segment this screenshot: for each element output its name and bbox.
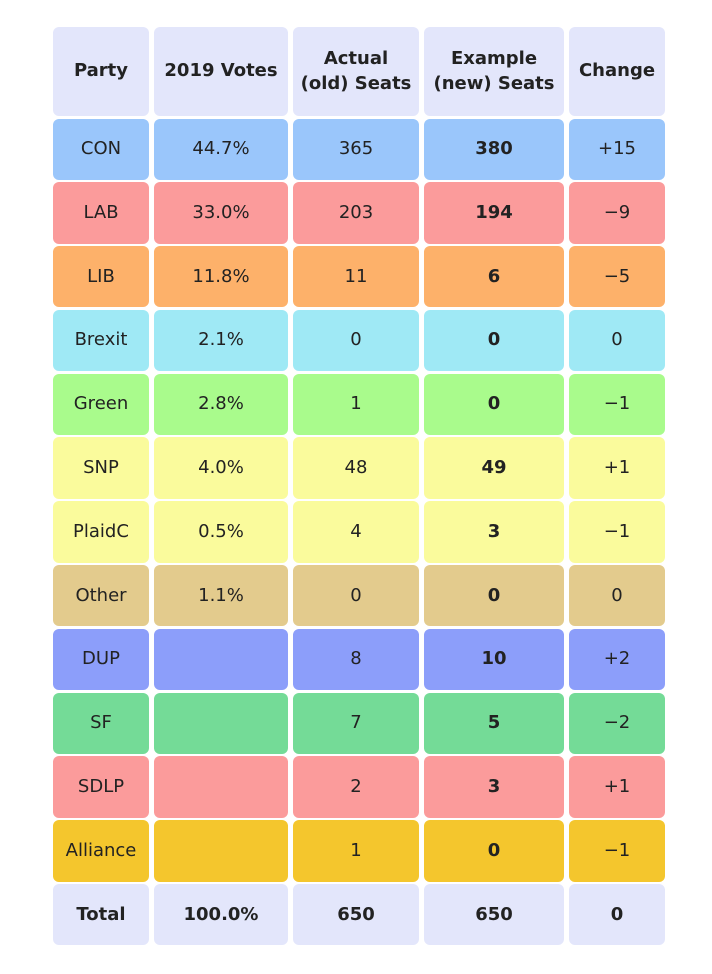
new-seats-cell: 5 xyxy=(424,692,564,754)
header-new-seats: Example (new) Seats xyxy=(424,27,564,116)
total-votes-cell: 100.0% xyxy=(154,884,288,946)
party-cell: SF xyxy=(53,692,149,754)
party-cell: Brexit xyxy=(53,309,149,372)
votes-cell: 11.8% xyxy=(154,246,288,308)
party-cell: CON xyxy=(53,118,149,180)
change-cell: −1 xyxy=(569,820,665,882)
change-cell: 0 xyxy=(569,309,665,372)
new-seats-cell: 0 xyxy=(424,309,564,372)
old-seats-cell: 365 xyxy=(293,118,419,180)
old-seats-cell: 1 xyxy=(293,373,419,435)
new-seats-cell: 194 xyxy=(424,182,564,244)
old-seats-cell: 0 xyxy=(293,309,419,372)
old-seats-cell: 11 xyxy=(293,246,419,308)
new-seats-cell: 10 xyxy=(424,628,564,691)
party-cell: LIB xyxy=(53,246,149,308)
party-cell: DUP xyxy=(53,628,149,691)
old-seats-cell: 48 xyxy=(293,437,419,499)
new-seats-cell: 380 xyxy=(424,118,564,180)
votes-cell: 4.0% xyxy=(154,437,288,499)
votes-cell: 1.1% xyxy=(154,565,288,627)
total-old-seats-cell: 650 xyxy=(293,884,419,946)
total-new-seats-cell: 650 xyxy=(424,884,564,946)
change-cell: −1 xyxy=(569,373,665,435)
change-cell: −5 xyxy=(569,246,665,308)
votes-cell: 2.8% xyxy=(154,373,288,435)
party-cell: Alliance xyxy=(53,820,149,882)
change-cell: −2 xyxy=(569,692,665,754)
change-cell: +2 xyxy=(569,628,665,691)
new-seats-cell: 0 xyxy=(424,820,564,882)
votes-cell: 33.0% xyxy=(154,182,288,244)
party-cell: Other xyxy=(53,565,149,627)
votes-cell: 44.7% xyxy=(154,118,288,180)
votes-cell xyxy=(154,692,288,754)
new-seats-cell: 0 xyxy=(424,373,564,435)
seats-table: Party 2019 Votes Actual (old) Seats Exam… xyxy=(53,27,665,946)
total-party-cell: Total xyxy=(53,884,149,946)
total-change-cell: 0 xyxy=(569,884,665,946)
new-seats-cell: 49 xyxy=(424,437,564,499)
old-seats-cell: 2 xyxy=(293,756,419,818)
change-cell: +15 xyxy=(569,118,665,180)
header-old-seats: Actual (old) Seats xyxy=(293,27,419,116)
change-cell: −9 xyxy=(569,182,665,244)
old-seats-cell: 7 xyxy=(293,692,419,754)
new-seats-cell: 6 xyxy=(424,246,564,308)
header-votes: 2019 Votes xyxy=(154,27,288,116)
votes-cell xyxy=(154,628,288,691)
old-seats-cell: 0 xyxy=(293,565,419,627)
new-seats-cell: 3 xyxy=(424,756,564,818)
party-cell: Green xyxy=(53,373,149,435)
change-cell: +1 xyxy=(569,756,665,818)
party-cell: SDLP xyxy=(53,756,149,818)
header-party: Party xyxy=(53,27,149,116)
new-seats-cell: 0 xyxy=(424,565,564,627)
new-seats-cell: 3 xyxy=(424,501,564,563)
votes-cell: 0.5% xyxy=(154,501,288,563)
change-cell: −1 xyxy=(569,501,665,563)
party-cell: SNP xyxy=(53,437,149,499)
change-cell: +1 xyxy=(569,437,665,499)
header-change: Change xyxy=(569,27,665,116)
party-cell: PlaidC xyxy=(53,501,149,563)
votes-cell xyxy=(154,756,288,818)
old-seats-cell: 1 xyxy=(293,820,419,882)
party-cell: LAB xyxy=(53,182,149,244)
old-seats-cell: 4 xyxy=(293,501,419,563)
change-cell: 0 xyxy=(569,565,665,627)
votes-cell: 2.1% xyxy=(154,309,288,372)
old-seats-cell: 203 xyxy=(293,182,419,244)
votes-cell xyxy=(154,820,288,882)
old-seats-cell: 8 xyxy=(293,628,419,691)
